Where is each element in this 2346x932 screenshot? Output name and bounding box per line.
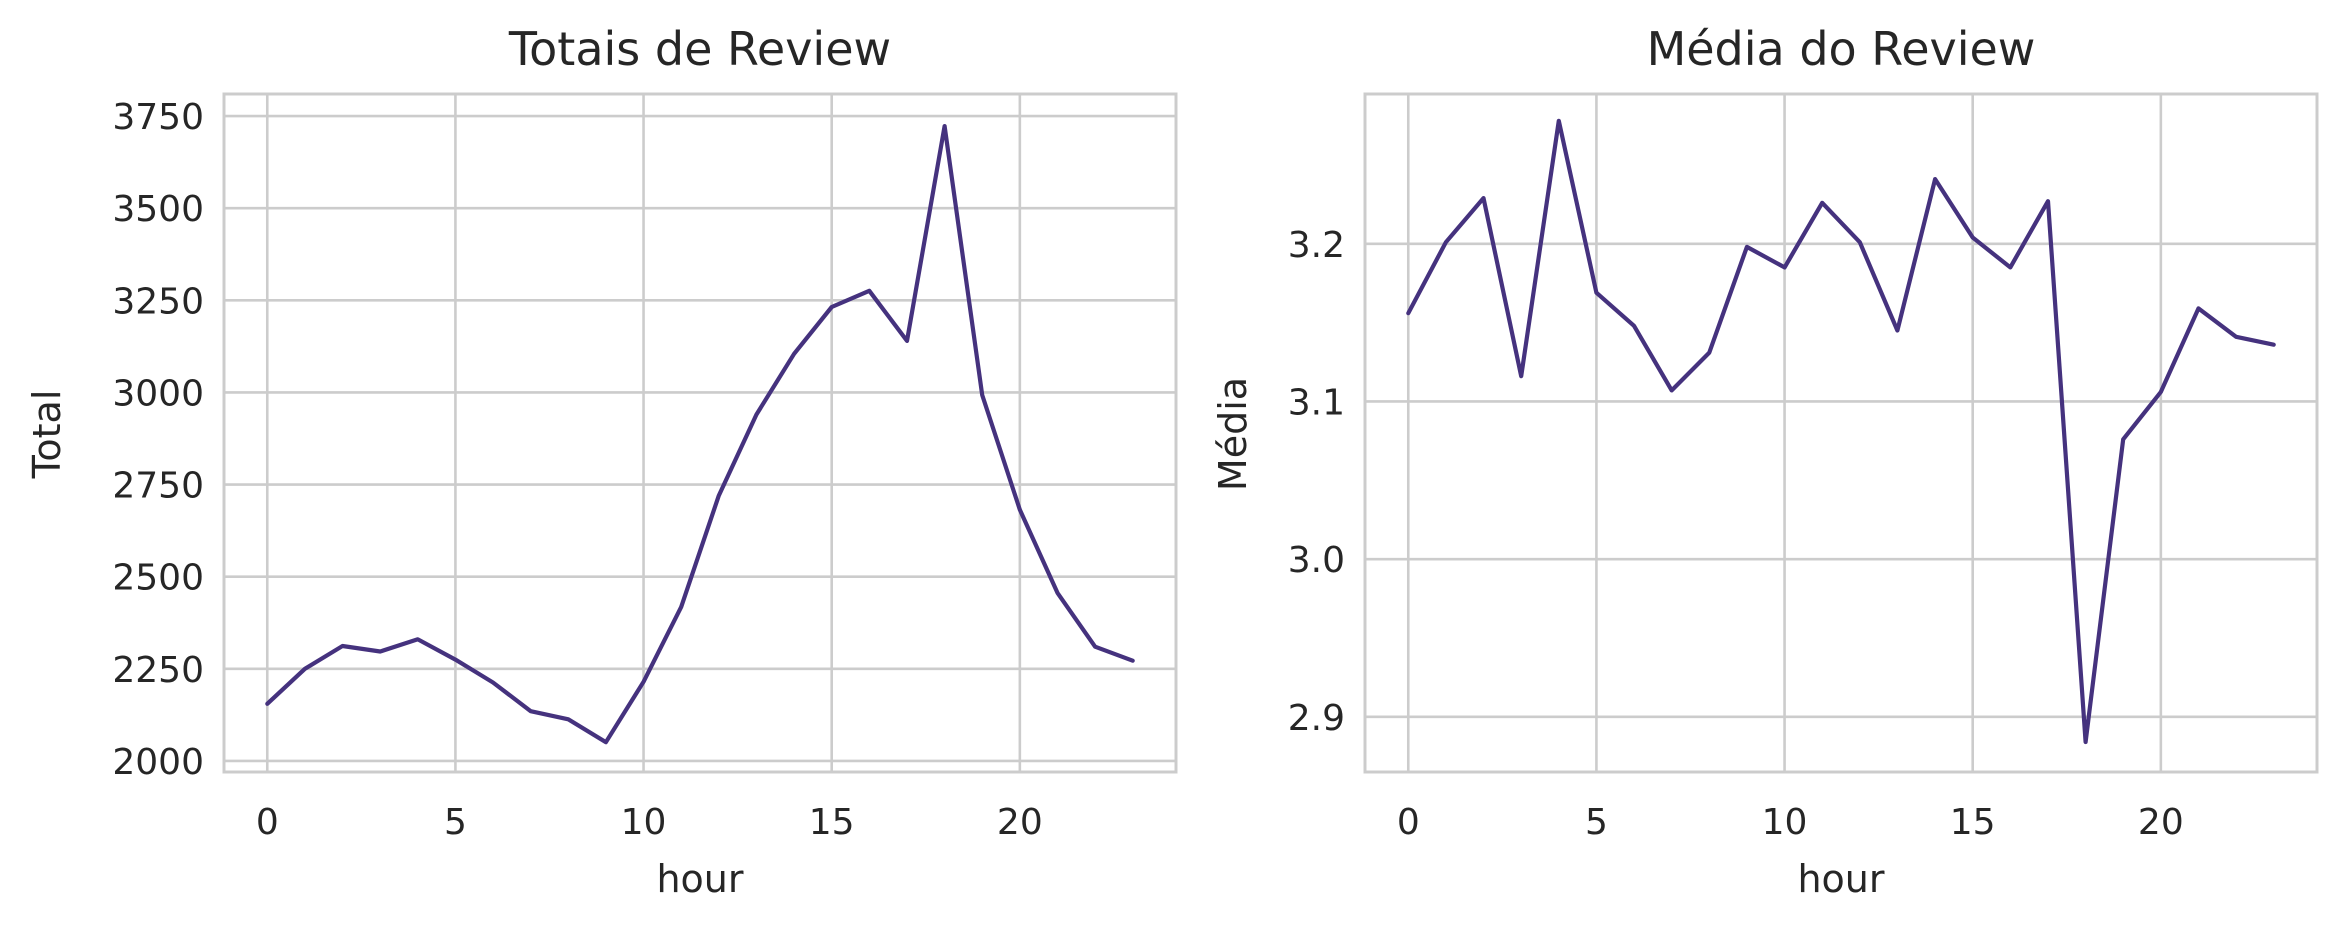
y-tick-label: 2750 — [112, 466, 204, 507]
x-tick-label: 15 — [809, 802, 855, 843]
series-line — [265, 123, 1135, 745]
y-axis-label: Total — [25, 390, 69, 480]
y-tick-label: 3500 — [112, 189, 204, 230]
series-line — [1406, 118, 2276, 745]
y-tick-label: 3.1 — [1288, 382, 1345, 423]
y-tick-label: 3000 — [112, 373, 204, 414]
chart-title: Totais de Review — [508, 22, 891, 76]
plot-area: 0 5 10 15 20 2.9 3.0 3.1 3.2 — [1288, 92, 2319, 843]
y-tick-label: 3750 — [112, 97, 204, 138]
y-tick-label: 3.2 — [1288, 225, 1345, 266]
plot-frame — [1363, 92, 2319, 774]
x-tick-label: 10 — [1762, 802, 1808, 843]
y-tick-label: 2.9 — [1288, 698, 1345, 739]
x-axis-label: hour — [1797, 857, 1884, 901]
x-tick-label: 15 — [1950, 802, 1996, 843]
y-tick-label: 3250 — [112, 281, 204, 322]
x-axis-label: hour — [656, 857, 743, 901]
y-tick-label: 3.0 — [1288, 540, 1345, 581]
y-tick-label: 2250 — [112, 650, 204, 691]
x-tick-label: 10 — [621, 802, 667, 843]
x-tick-label: 5 — [444, 802, 467, 843]
x-tick-label: 0 — [256, 802, 279, 843]
y-tick-label: 2500 — [112, 558, 204, 599]
x-tick-label: 5 — [1585, 802, 1608, 843]
plot-frame — [222, 92, 1178, 774]
y-tick-label: 2000 — [112, 742, 204, 783]
x-tick-label: 20 — [997, 802, 1043, 843]
chart-title: Média do Review — [1647, 22, 2036, 76]
x-tick-label: 0 — [1397, 802, 1420, 843]
chart-panel-totals: Totais de Review hour Total 0 5 10 15 20 2000… — [25, 22, 1178, 901]
y-axis-label: Média — [1211, 377, 1255, 491]
chart-panel-average: Média do Review hour Média 0 5 10 15 20 2.9 3.… — [1211, 22, 2319, 901]
plot-area: 0 5 10 15 20 2000 2250 2500 2750 3000 3250 3500 3750 — [112, 92, 1178, 843]
x-tick-label: 20 — [2138, 802, 2184, 843]
